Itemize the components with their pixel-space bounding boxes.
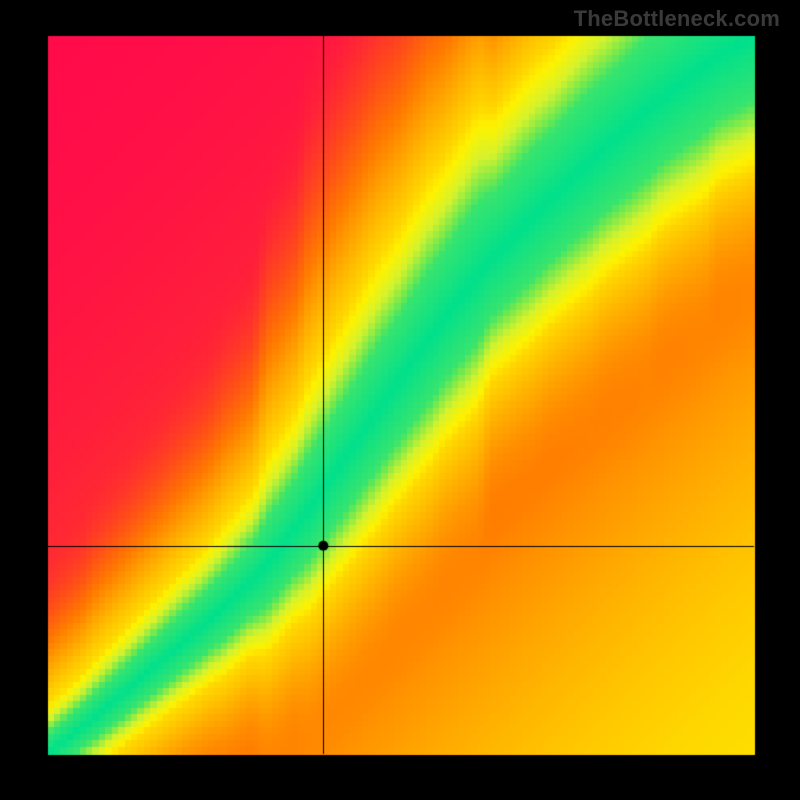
watermark-text: TheBottleneck.com bbox=[574, 6, 780, 32]
bottleneck-heatmap bbox=[0, 0, 800, 800]
